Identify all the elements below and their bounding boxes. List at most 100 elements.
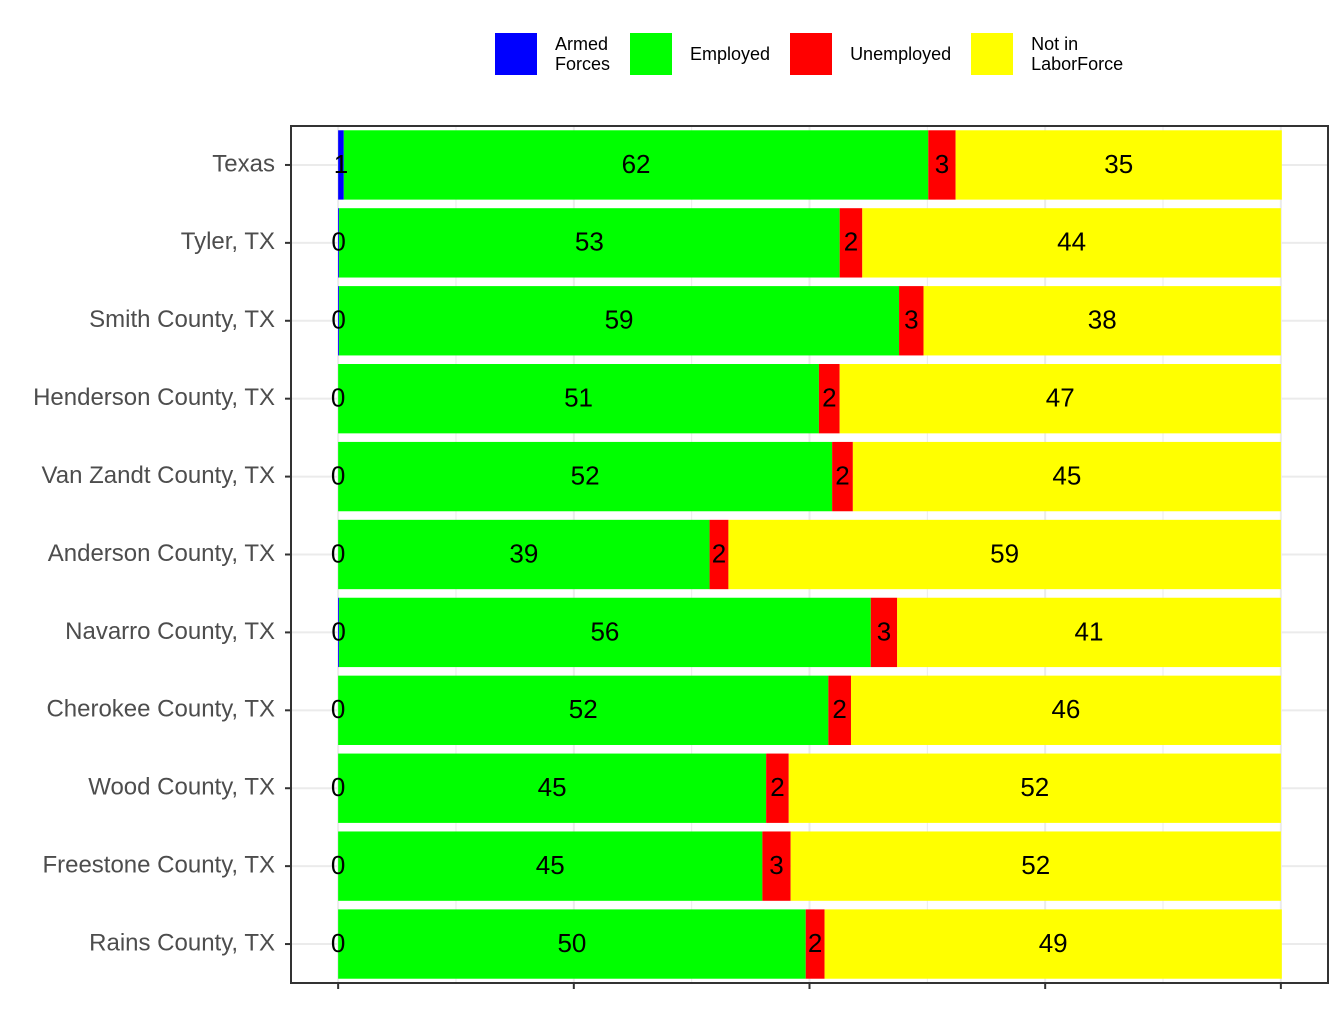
y-tick-label: Rains County, TX (89, 929, 275, 956)
data-label: 0 (331, 694, 345, 724)
data-label: 0 (331, 227, 345, 257)
bar-segment (928, 130, 956, 200)
bar-segment (709, 519, 729, 590)
data-label: 38 (1088, 305, 1117, 335)
data-label: 56 (590, 616, 619, 646)
data-label: 2 (835, 460, 849, 490)
data-label: 44 (1057, 227, 1086, 257)
bar-segment (338, 441, 833, 512)
y-tick-label: Wood County, TX (88, 774, 275, 801)
bar-segment (870, 597, 898, 668)
panel-border (290, 125, 1329, 984)
bar-segment (338, 286, 340, 356)
bar-segment (852, 441, 1281, 512)
bar-segment (338, 519, 710, 590)
legend-label: Employed (690, 44, 771, 64)
legend-key (790, 33, 833, 75)
data-label: 3 (769, 850, 783, 880)
y-tick-label: Henderson County, TX (33, 384, 275, 411)
bar-segment (828, 675, 851, 745)
legend-key (630, 33, 673, 75)
y-tick-label: Anderson County, TX (48, 540, 275, 567)
legend-label: Not in LaborForce (1031, 34, 1124, 74)
bar-segment (338, 208, 340, 278)
y-tick-label: Smith County, TX (89, 306, 275, 333)
data-label: 0 (331, 383, 345, 413)
data-label: 45 (536, 850, 565, 880)
bar-segment (818, 364, 840, 434)
bar-segment (899, 286, 924, 356)
bar-segment (728, 519, 1281, 590)
bar-segment (824, 909, 1282, 979)
y-tick-label: Van Zandt County, TX (42, 462, 275, 489)
data-label: 52 (1020, 772, 1049, 802)
data-label: 45 (1052, 460, 1081, 490)
bar-segment (923, 286, 1281, 356)
data-label: 53 (575, 227, 604, 257)
bar-segment (839, 208, 863, 278)
data-label: 0 (331, 850, 345, 880)
bar-segment (766, 753, 789, 823)
legend-label: Unemployed (850, 44, 952, 64)
bar-segment (338, 753, 767, 823)
data-label: 2 (712, 538, 726, 568)
data-label: 3 (904, 305, 918, 335)
y-tick-label: Tyler, TX (181, 228, 275, 255)
data-label: 51 (564, 383, 593, 413)
bar-segment (850, 675, 1281, 745)
data-label: 59 (990, 538, 1019, 568)
bar-segment (832, 441, 853, 512)
bar-segment (339, 597, 871, 668)
data-label: 52 (569, 694, 598, 724)
data-label: 39 (509, 538, 538, 568)
y-tick-label: Cherokee County, TX (46, 696, 275, 723)
y-tick-label: Freestone County, TX (42, 851, 275, 878)
data-label: 52 (1021, 850, 1050, 880)
data-label: 3 (877, 616, 891, 646)
bar-segment (338, 597, 340, 668)
bar-segment (839, 364, 1281, 434)
legend-key (971, 33, 1014, 75)
legend-label: Armed Forces (555, 34, 611, 74)
data-label: 41 (1075, 616, 1104, 646)
bar-segment (338, 909, 806, 979)
bar-segment (897, 597, 1281, 668)
data-label: 49 (1039, 928, 1068, 958)
data-label: 0 (331, 460, 345, 490)
data-label: 50 (557, 928, 586, 958)
bar-segment (955, 130, 1282, 200)
bar-segment (862, 208, 1281, 278)
data-label: 0 (331, 305, 345, 335)
bar-segment (343, 130, 929, 200)
data-label: 2 (822, 383, 836, 413)
bar-segment (805, 909, 825, 979)
y-tick-label: Navarro County, TX (65, 618, 275, 645)
bar-segment (338, 831, 763, 901)
bar-segment (339, 286, 900, 356)
data-label: 2 (770, 772, 784, 802)
bar-segment (339, 208, 840, 278)
bar-segment (338, 130, 344, 200)
data-label: 47 (1046, 383, 1075, 413)
data-label: 45 (538, 772, 567, 802)
data-label: 46 (1051, 694, 1080, 724)
bar-segment (788, 753, 1281, 823)
data-label: 0 (331, 772, 345, 802)
data-label: 0 (331, 616, 345, 646)
data-label: 1 (334, 149, 348, 179)
data-label: 2 (832, 694, 846, 724)
bar-segment (762, 831, 791, 901)
data-label: 35 (1104, 149, 1133, 179)
y-tick-label: Texas (212, 150, 275, 177)
data-label: 0 (331, 928, 345, 958)
data-label: 59 (605, 305, 634, 335)
data-label: 0 (331, 538, 345, 568)
legend-key (495, 33, 537, 75)
bar-segment (790, 831, 1281, 901)
data-label: 2 (844, 227, 858, 257)
data-label: 52 (571, 460, 600, 490)
data-label: 3 (935, 149, 949, 179)
bar-segment (338, 675, 829, 745)
